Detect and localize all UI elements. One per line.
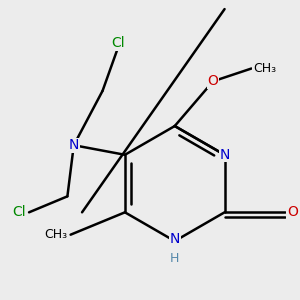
Text: CH₃: CH₃ (44, 228, 68, 241)
Text: N: N (69, 138, 79, 152)
Text: CH₃: CH₃ (253, 62, 276, 75)
Text: N: N (169, 232, 180, 247)
Text: O: O (208, 74, 218, 88)
Text: H: H (170, 252, 179, 265)
Text: O: O (287, 205, 298, 219)
Text: N: N (219, 148, 230, 162)
Text: Cl: Cl (112, 36, 125, 50)
Text: Cl: Cl (12, 205, 26, 219)
